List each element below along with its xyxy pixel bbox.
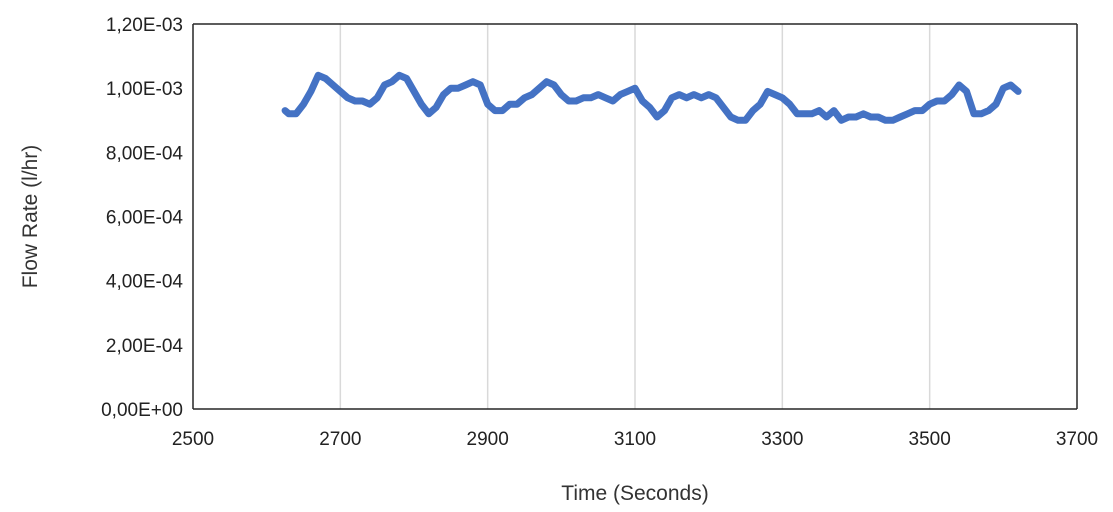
axes (192, 23, 1078, 410)
y-tick-label: 4,00E-04 (106, 272, 184, 293)
x-tick-label: 3100 (614, 429, 656, 450)
x-tick-label: 3500 (909, 429, 951, 450)
y-tick-label: 1,00E-03 (106, 79, 183, 100)
x-axis-title: Time (Seconds) (561, 482, 708, 505)
gridlines (339, 24, 931, 409)
y-tick-label: 0,00E+00 (101, 400, 183, 421)
y-tick-label: 2,00E-04 (106, 336, 184, 357)
x-tick-label: 2700 (319, 429, 361, 450)
y-tick-label: 6,00E-04 (106, 208, 184, 229)
x-tick-labels: 2500 2700 2900 3100 3300 3500 3700 (172, 429, 1098, 450)
y-axis-title: Flow Rate (l/hr) (19, 145, 42, 289)
y-tick-label: 1,20E-03 (106, 15, 183, 36)
flow-rate-series-line (281, 71, 1022, 124)
x-tick-label: 3300 (761, 429, 803, 450)
plot-area (281, 71, 1022, 124)
x-tick-label: 2500 (172, 429, 214, 450)
x-tick-label: 2900 (467, 429, 509, 450)
x-tick-label: 3700 (1056, 429, 1098, 450)
y-tick-labels: 0,00E+00 2,00E-04 4,00E-04 6,00E-04 8,00E-04… (101, 15, 183, 421)
y-tick-label: 8,00E-04 (106, 143, 184, 164)
